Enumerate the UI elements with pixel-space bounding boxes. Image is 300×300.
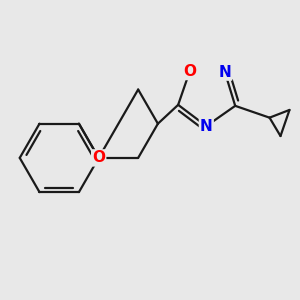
- Text: O: O: [92, 150, 105, 165]
- Text: N: N: [200, 118, 213, 134]
- Text: N: N: [218, 64, 231, 80]
- Text: O: O: [183, 64, 196, 79]
